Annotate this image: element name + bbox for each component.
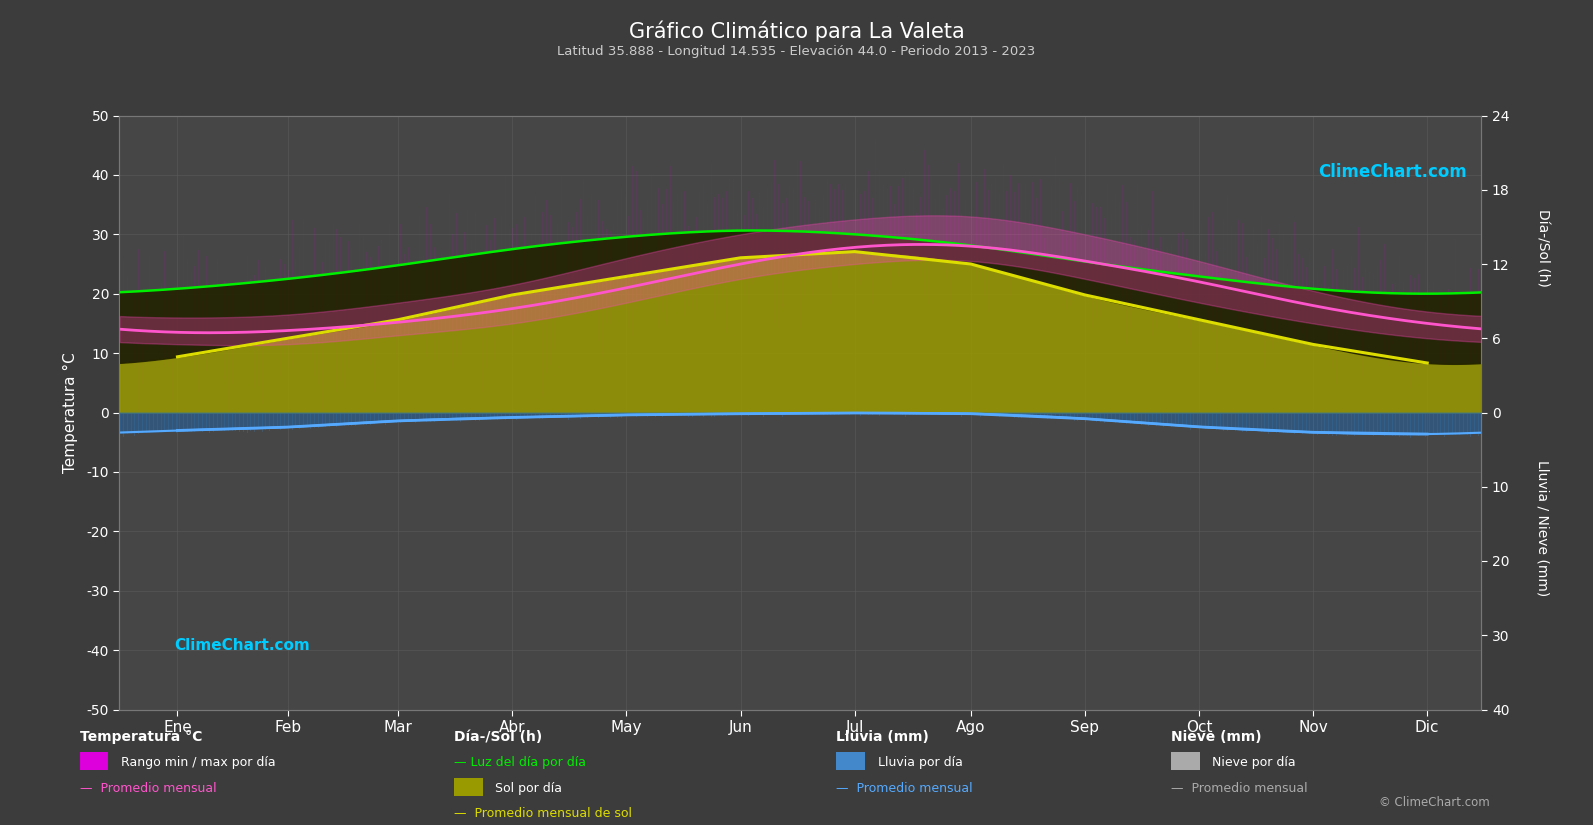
Text: Día-/Sol (h): Día-/Sol (h)	[1536, 209, 1548, 286]
Text: Temperatura °C: Temperatura °C	[80, 730, 202, 744]
Text: Nieve por día: Nieve por día	[1212, 756, 1295, 769]
Text: —  Promedio mensual de sol: — Promedio mensual de sol	[454, 807, 632, 820]
Text: Sol por día: Sol por día	[495, 782, 562, 795]
Text: —  Promedio mensual: — Promedio mensual	[80, 782, 217, 795]
Text: —  Promedio mensual: — Promedio mensual	[1171, 782, 1308, 795]
Text: ClimeChart.com: ClimeChart.com	[174, 639, 309, 653]
Text: Rango min / max por día: Rango min / max por día	[121, 756, 276, 769]
Text: Latitud 35.888 - Longitud 14.535 - Elevación 44.0 - Periodo 2013 - 2023: Latitud 35.888 - Longitud 14.535 - Eleva…	[558, 45, 1035, 59]
Text: © ClimeChart.com: © ClimeChart.com	[1378, 795, 1489, 808]
Text: Gráfico Climático para La Valeta: Gráfico Climático para La Valeta	[629, 21, 964, 42]
Text: Lluvia (mm): Lluvia (mm)	[836, 730, 929, 744]
Y-axis label: Temperatura °C: Temperatura °C	[64, 352, 78, 473]
Text: Lluvia / Nieve (mm): Lluvia / Nieve (mm)	[1536, 460, 1548, 596]
Text: —  Promedio mensual: — Promedio mensual	[836, 782, 973, 795]
Text: Lluvia por día: Lluvia por día	[878, 756, 962, 769]
Text: Nieve (mm): Nieve (mm)	[1171, 730, 1262, 744]
Text: ClimeChart.com: ClimeChart.com	[1317, 163, 1467, 181]
Text: Día-/Sol (h): Día-/Sol (h)	[454, 730, 542, 744]
Text: — Luz del día por día: — Luz del día por día	[454, 756, 586, 769]
